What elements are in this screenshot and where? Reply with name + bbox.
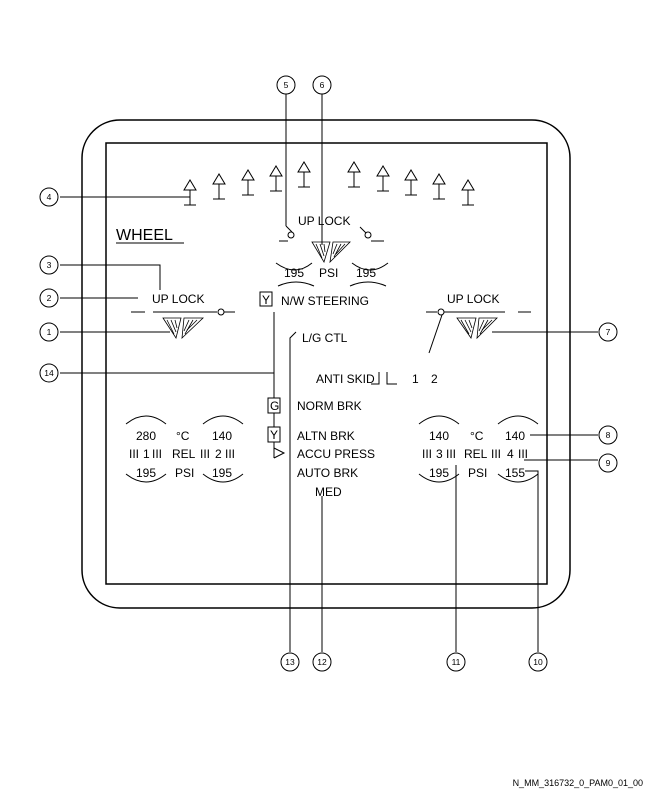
right-wheel-3-number: 3 xyxy=(436,447,443,461)
svg-text:6: 6 xyxy=(320,80,325,90)
left-psi-unit: PSI xyxy=(175,466,194,480)
center-gear-symbol xyxy=(311,241,351,264)
callout-9: 9 xyxy=(598,453,618,473)
callout-12: 12 xyxy=(312,652,332,672)
right-rel-marks-3a: III xyxy=(422,447,432,461)
center-right-pressure: 195 xyxy=(356,266,376,280)
center-right-arc xyxy=(351,262,389,271)
svg-text:12: 12 xyxy=(317,657,327,667)
left-rel-marks-1a: III xyxy=(129,447,139,461)
svg-text:5: 5 xyxy=(284,80,289,90)
right-uplock-label: UP LOCK xyxy=(447,292,499,306)
callout-5: 5 xyxy=(276,75,296,95)
left-temp-unit: °C xyxy=(176,429,190,443)
svg-text:9: 9 xyxy=(606,458,611,468)
callout-3: 3 xyxy=(39,255,59,275)
center-uplock-label: UP LOCK xyxy=(298,214,350,228)
antiskid-system-1: 1 xyxy=(412,372,419,386)
lg-ctl-bracket xyxy=(289,331,297,346)
svg-text:8: 8 xyxy=(606,430,611,440)
right-rel-marks-3b: III xyxy=(446,447,456,461)
display-frame xyxy=(105,142,548,585)
accu-press-label: ACCU PRESS xyxy=(297,447,375,461)
right-psi-unit: PSI xyxy=(468,466,487,480)
callout-4: 4 xyxy=(39,187,59,207)
left-brake-2-pressure: 195 xyxy=(212,466,232,480)
svg-text:7: 7 xyxy=(606,327,611,337)
left-brake-1-pressure: 195 xyxy=(136,466,156,480)
center-left-bottom-arc xyxy=(277,281,315,287)
right-rel-label: REL xyxy=(464,447,488,461)
center-psi-unit: PSI xyxy=(319,266,338,280)
right-rel-marks-4a: III xyxy=(491,447,501,461)
svg-text:10: 10 xyxy=(533,657,543,667)
left-rel-marks-1b: III xyxy=(152,447,162,461)
center-left-pressure: 195 xyxy=(284,266,304,280)
left-rel-marks-2b: III xyxy=(225,447,235,461)
right-uplock-switch xyxy=(437,308,445,316)
antiskid-system-2: 2 xyxy=(431,372,438,386)
svg-text:13: 13 xyxy=(285,657,295,667)
outer-frame xyxy=(81,119,571,609)
callout-2: 2 xyxy=(39,288,59,308)
right-brake-3-pressure: 195 xyxy=(429,466,449,480)
norm-brk-indicator-letter: G xyxy=(270,399,279,413)
svg-text:14: 14 xyxy=(44,368,54,378)
left-wheel-2-number: 2 xyxy=(215,447,222,461)
nw-steering-indicator-box xyxy=(259,291,273,307)
right-uplock-lever xyxy=(428,314,443,354)
page-title: WHEEL xyxy=(116,227,173,244)
svg-text:11: 11 xyxy=(452,657,461,667)
left-brakes-arcs xyxy=(125,415,244,483)
callout-8: 8 xyxy=(598,425,618,445)
left-rel-label: REL xyxy=(172,447,196,461)
callout-11: 11 xyxy=(446,652,466,672)
right-wheel-4-number: 4 xyxy=(507,447,514,461)
left-uplock-label: UP LOCK xyxy=(152,292,204,306)
right-gear-symbol xyxy=(456,317,498,340)
right-brake-4-pressure: 155 xyxy=(505,466,525,480)
antiskid-label: ANTI SKID xyxy=(316,372,375,386)
left-brake-2-temp: 140 xyxy=(212,429,232,443)
left-wheel-1-number: 1 xyxy=(143,447,150,461)
right-rel-marks-4b: III xyxy=(518,447,528,461)
nw-steering-label: N/W STEERING xyxy=(281,294,369,308)
accu-press-arrow xyxy=(273,442,286,459)
left-uplock-switch xyxy=(217,308,225,316)
right-brake-3-temp: 140 xyxy=(429,429,449,443)
callout-7: 7 xyxy=(598,322,618,342)
left-rel-marks-2a: III xyxy=(200,447,210,461)
svg-text:4: 4 xyxy=(47,192,52,202)
altn-brk-indicator-letter: Y xyxy=(270,428,278,442)
auto-brk-mode: MED xyxy=(315,485,342,499)
callout-6: 6 xyxy=(312,75,332,95)
svg-text:1: 1 xyxy=(47,327,52,337)
right-temp-unit: °C xyxy=(470,429,484,443)
callout-leaders xyxy=(60,94,598,652)
callout-14: 14 xyxy=(39,363,59,383)
antiskid-switch xyxy=(371,372,397,385)
center-uplock-switches xyxy=(279,225,384,242)
callout-markers: 1 2 3 4 5 6 7 8 9 10 11 12 13 14 xyxy=(39,75,618,672)
figure-reference: N_MM_316732_0_PAM0_01_00 xyxy=(513,778,643,788)
center-left-arc xyxy=(275,262,313,271)
auto-brk-label: AUTO BRK xyxy=(297,466,358,480)
door-symbols xyxy=(183,161,475,206)
center-right-bottom-arc xyxy=(349,281,387,287)
norm-brk-label: NORM BRK xyxy=(297,399,362,413)
left-brake-1-temp: 280 xyxy=(136,429,156,443)
altn-brk-label: ALTN BRK xyxy=(297,429,355,443)
callout-13: 13 xyxy=(280,652,300,672)
nw-steering-indicator-letter: Y xyxy=(262,293,270,307)
lg-ctl-label: L/G CTL xyxy=(302,331,348,345)
svg-text:3: 3 xyxy=(47,260,52,270)
right-brake-4-temp: 140 xyxy=(505,429,525,443)
callout-10: 10 xyxy=(528,652,548,672)
left-gear-symbol xyxy=(162,317,204,340)
svg-text:2: 2 xyxy=(47,293,52,303)
callout-1: 1 xyxy=(39,322,59,342)
